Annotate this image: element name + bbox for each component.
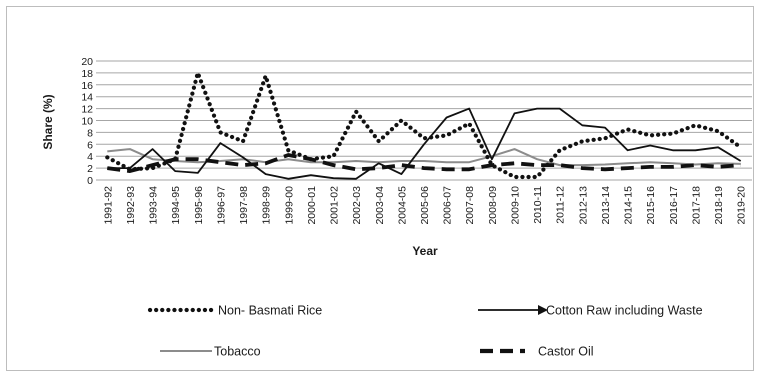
x-tick-label: 2005-06	[419, 186, 431, 225]
x-tick-label: 1993-94	[148, 186, 160, 225]
x-tick-labels: 1991-92 1992-93 1993-94 1994-95 1995-96 1996-…	[102, 186, 747, 225]
x-tick-label: 2015-16	[645, 186, 657, 225]
legend-label: Tobacco	[214, 345, 261, 359]
y-tick-label: 2	[87, 163, 93, 175]
y-tick-label: 14	[81, 92, 93, 104]
series-line-cotton-raw-including-waste	[107, 107, 742, 180]
series-lines	[105, 70, 743, 180]
x-tick-label: 1996-97	[215, 186, 227, 225]
y-tick-label: 10	[81, 116, 93, 128]
x-tick-label: 2002-03	[351, 186, 363, 225]
legend-label: Cotton Raw including Waste	[546, 304, 703, 318]
legend-arrow-icon	[538, 305, 548, 315]
gridlines	[96, 60, 752, 181]
x-tick-label: 2014-15	[623, 186, 635, 225]
series-line-castor-oil	[107, 153, 741, 174]
x-tick-label: 2009-10	[509, 186, 521, 225]
x-axis-title: Year	[412, 244, 438, 258]
x-tick-label: 2001-02	[329, 186, 341, 225]
legend-label: Non- Basmati Rice	[218, 304, 322, 318]
x-tick-label: 2006-07	[442, 186, 454, 225]
y-tick-label: 4	[87, 151, 93, 163]
x-tick-label: 2000-01	[306, 186, 318, 225]
x-tick-label: 2018-19	[713, 186, 725, 225]
series-line-non-basmati-rice	[105, 70, 743, 180]
x-tick-label: 2010-11	[532, 186, 544, 224]
x-tick-label: 1999-00	[283, 186, 295, 225]
y-tick-label: 20	[81, 56, 93, 68]
x-tick-label: 1997-98	[238, 186, 250, 225]
x-tick-label: 1992-93	[125, 186, 137, 225]
y-tick-label: 16	[81, 80, 93, 92]
x-tick-label: 1994-95	[170, 186, 182, 225]
y-tick-label: 8	[87, 127, 93, 139]
legend: Non- Basmati Rice Cotton Raw including Wa…	[147, 304, 703, 359]
x-tick-label: 2013-14	[600, 186, 612, 225]
x-tick-label: 2007-08	[464, 186, 476, 225]
x-tick-label: 2016-17	[668, 186, 680, 225]
series-line-tobacco	[107, 148, 741, 167]
x-tick-label: 1998-99	[261, 186, 273, 225]
y-tick-label: 6	[87, 139, 93, 151]
x-tick-label: 2003-04	[374, 186, 386, 225]
x-tick-label: 1991-92	[102, 186, 114, 225]
x-tick-label: 2008-09	[487, 186, 499, 225]
x-tick-label: 1995-96	[193, 186, 205, 225]
x-tick-label: 2012-13	[577, 186, 589, 225]
y-axis-title: Share (%)	[41, 94, 55, 149]
x-tick-label: 2019-20	[736, 186, 748, 225]
legend-label: Castor Oil	[538, 345, 594, 359]
x-tick-label: 2017-18	[690, 186, 702, 225]
y-tick-label: 0	[87, 175, 93, 187]
x-tick-label: 2011-12	[555, 186, 567, 224]
y-tick-label: 18	[81, 68, 93, 80]
x-tick-label: 2004-05	[396, 186, 408, 225]
y-tick-label: 12	[81, 104, 93, 116]
chart-frame	[6, 6, 754, 371]
